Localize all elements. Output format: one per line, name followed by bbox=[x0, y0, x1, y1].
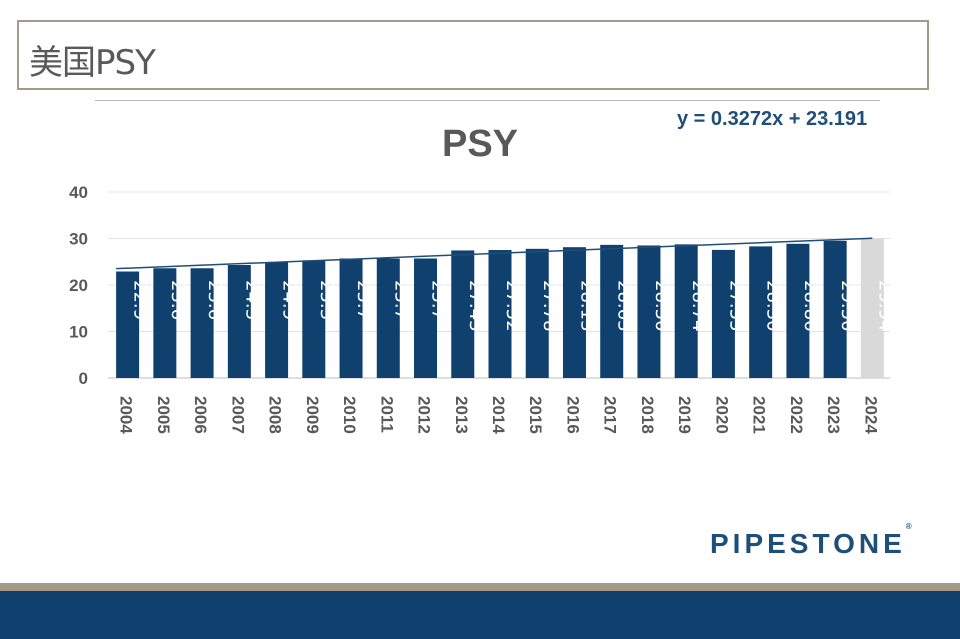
bar-2006 bbox=[190, 268, 214, 378]
chart-title: PSY bbox=[442, 123, 518, 165]
x-tick-2010: 2010 bbox=[340, 396, 359, 434]
logo-text: PIPESTONE bbox=[710, 528, 906, 559]
registered-mark: ® bbox=[905, 521, 912, 531]
data-label-2010: 25.7 bbox=[353, 280, 374, 320]
data-label-2015: 27.78 bbox=[539, 280, 560, 332]
y-tick-label: 10 bbox=[69, 323, 88, 342]
bar-2008 bbox=[265, 262, 289, 378]
x-tick-2012: 2012 bbox=[415, 396, 434, 434]
data-label-2020: 27.55 bbox=[725, 280, 746, 332]
bar-2009 bbox=[302, 260, 326, 378]
trendline bbox=[116, 237, 873, 270]
bar-2015 bbox=[525, 248, 549, 378]
slide-title-box: 美国PSY bbox=[17, 20, 929, 90]
x-tick-2018: 2018 bbox=[638, 396, 657, 434]
bar-2018 bbox=[637, 245, 661, 378]
x-tick-2013: 2013 bbox=[452, 396, 471, 434]
data-label-2009: 25.3 bbox=[316, 280, 337, 320]
y-tick-label: 0 bbox=[79, 369, 88, 388]
bar-2017 bbox=[600, 244, 624, 378]
x-tick-2004: 2004 bbox=[117, 396, 136, 434]
x-tick-2005: 2005 bbox=[154, 396, 173, 434]
data-label-2005: 23.6 bbox=[167, 280, 188, 320]
bar-2013 bbox=[451, 250, 475, 378]
x-tick-2015: 2015 bbox=[526, 396, 545, 434]
data-label-2006: 23.6 bbox=[204, 280, 225, 320]
x-tick-2017: 2017 bbox=[601, 396, 620, 434]
x-tick-2009: 2009 bbox=[303, 396, 322, 434]
trendline-equation: y = 0.3272x + 23.191 bbox=[677, 108, 868, 130]
x-tick-2006: 2006 bbox=[191, 396, 210, 434]
x-tick-2021: 2021 bbox=[750, 396, 769, 434]
y-tick-label: 30 bbox=[69, 230, 88, 249]
bar-2023 bbox=[823, 240, 847, 378]
bar-2016 bbox=[562, 247, 586, 378]
chart-top-rule bbox=[95, 100, 880, 101]
bar-2007 bbox=[227, 265, 251, 378]
data-label-2024: 29.94 bbox=[874, 280, 895, 332]
data-label-2023: 29.50 bbox=[837, 280, 858, 332]
bar-2010 bbox=[339, 258, 363, 378]
x-tick-2022: 2022 bbox=[787, 396, 806, 434]
x-tick-2020: 2020 bbox=[712, 396, 731, 434]
x-tick-2008: 2008 bbox=[266, 396, 285, 434]
data-label-2004: 22.9 bbox=[130, 280, 151, 320]
bar-2005 bbox=[153, 268, 177, 378]
footer-band-navy bbox=[0, 591, 960, 639]
x-tick-2014: 2014 bbox=[489, 396, 508, 434]
y-tick-label: 40 bbox=[69, 183, 88, 202]
bar-2014 bbox=[488, 250, 512, 378]
data-label-2012: 25.7 bbox=[428, 280, 449, 320]
x-tick-2023: 2023 bbox=[824, 396, 843, 434]
data-label-2008: 24.9 bbox=[279, 280, 300, 320]
bar-2019 bbox=[674, 244, 698, 378]
x-tick-2007: 2007 bbox=[228, 396, 247, 434]
x-tick-2019: 2019 bbox=[675, 396, 694, 434]
data-label-2011: 25.7 bbox=[390, 280, 411, 320]
bar-2024 bbox=[860, 238, 884, 378]
data-label-2019: 28.74 bbox=[688, 280, 709, 332]
y-tick-label: 20 bbox=[69, 276, 88, 295]
data-label-2014: 27.52 bbox=[502, 280, 523, 332]
data-label-2016: 28.13 bbox=[576, 280, 597, 332]
bar-2011 bbox=[376, 258, 400, 378]
pipestone-logo: PIPESTONE® bbox=[710, 522, 912, 560]
bar-2004 bbox=[116, 271, 140, 378]
x-tick-2024: 2024 bbox=[861, 396, 880, 434]
data-label-2007: 24.3 bbox=[241, 280, 262, 320]
data-label-2022: 28.86 bbox=[800, 280, 821, 332]
data-label-2018: 28.50 bbox=[651, 280, 672, 332]
bar-2022 bbox=[786, 243, 810, 378]
data-label-2017: 28.63 bbox=[614, 280, 635, 332]
bar-2021 bbox=[749, 246, 773, 378]
bar-2012 bbox=[414, 258, 438, 378]
data-label-2013: 27.43 bbox=[465, 280, 486, 332]
slide-title: 美国PSY bbox=[29, 43, 156, 83]
data-label-2021: 28.30 bbox=[763, 280, 784, 332]
x-tick-2016: 2016 bbox=[563, 396, 582, 434]
bar-2020 bbox=[711, 249, 735, 378]
x-tick-2011: 2011 bbox=[377, 396, 396, 433]
footer-band-tan bbox=[0, 583, 960, 591]
